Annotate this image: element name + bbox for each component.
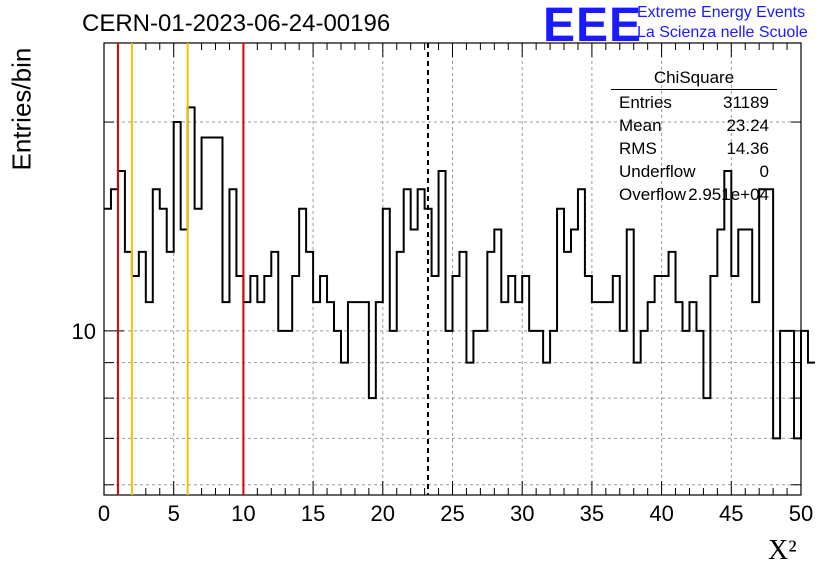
x-tick-label: 35 <box>580 501 604 526</box>
x-tick-label: 5 <box>168 501 180 526</box>
x-tick-label: 40 <box>649 501 673 526</box>
x-tick-label: 0 <box>98 501 110 526</box>
logo-subtitle-line2: La Scienza nelle Scuole <box>637 24 808 41</box>
x-tick-label: 45 <box>719 501 743 526</box>
x-tick-label: 30 <box>510 501 534 526</box>
stats-value: 31189 <box>722 93 769 112</box>
y-tick-label: 10 <box>72 319 96 344</box>
y-axis-label: Entries/bin <box>6 47 37 171</box>
stats-row-underflow: Underflow 0 <box>611 160 777 183</box>
stats-key: Mean <box>619 116 662 135</box>
stats-box: ChiSquare Entries 31189 Mean 23.24 RMS 1… <box>611 68 777 206</box>
stats-value: 2.951e+04 <box>688 185 769 204</box>
stats-key: RMS <box>619 139 657 158</box>
chart-title: CERN-01-2023-06-24-00196 <box>82 10 391 37</box>
stats-value: 0 <box>759 162 769 181</box>
stats-key: Entries <box>619 93 672 112</box>
eee-logo: EEE <box>543 0 643 52</box>
x-tick-label: 20 <box>371 501 395 526</box>
stats-row-mean: Mean 23.24 <box>611 114 777 137</box>
stats-row-overflow: Overflow 2.951e+04 <box>611 183 777 206</box>
x-tick-label: 15 <box>301 501 325 526</box>
x-tick-label: 25 <box>440 501 464 526</box>
stats-row-entries: Entries 31189 <box>611 91 777 114</box>
stats-value: 23.24 <box>726 116 769 135</box>
stats-row-rms: RMS 14.36 <box>611 137 777 160</box>
histogram-series <box>104 106 815 440</box>
x-tick-label: 50 <box>789 501 813 526</box>
logo-subtitle-line1: Extreme Energy Events <box>637 4 806 21</box>
stats-value: 14.36 <box>726 139 769 158</box>
x-tick-label: 10 <box>231 501 255 526</box>
x-axis-label: X² <box>768 535 797 566</box>
stats-title: ChiSquare <box>611 68 777 90</box>
stats-key: Overflow <box>619 185 687 204</box>
stats-key: Underflow <box>619 162 696 181</box>
